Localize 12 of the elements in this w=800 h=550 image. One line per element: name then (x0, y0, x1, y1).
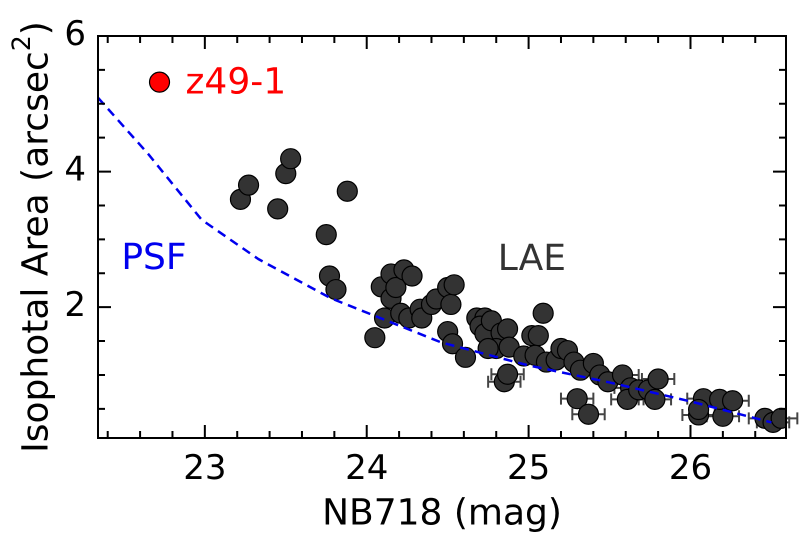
x-tick-label: 25 (506, 448, 550, 488)
y-tick-label: 6 (64, 14, 86, 54)
series-label: LAE (498, 238, 566, 279)
x-tick-label: 26 (668, 448, 712, 488)
x-axis-title: NB718 (mag) (322, 492, 562, 534)
annotation: z49-1 (186, 61, 286, 102)
x-tick-label: 24 (345, 448, 388, 488)
series-label: PSF (121, 237, 187, 278)
x-tick-label: 23 (183, 448, 226, 488)
y-axis-title: Isophotal Area (arcsec2) (7, 21, 56, 453)
y-tick-label: 4 (64, 149, 86, 190)
y-tick-label: 2 (64, 284, 86, 325)
